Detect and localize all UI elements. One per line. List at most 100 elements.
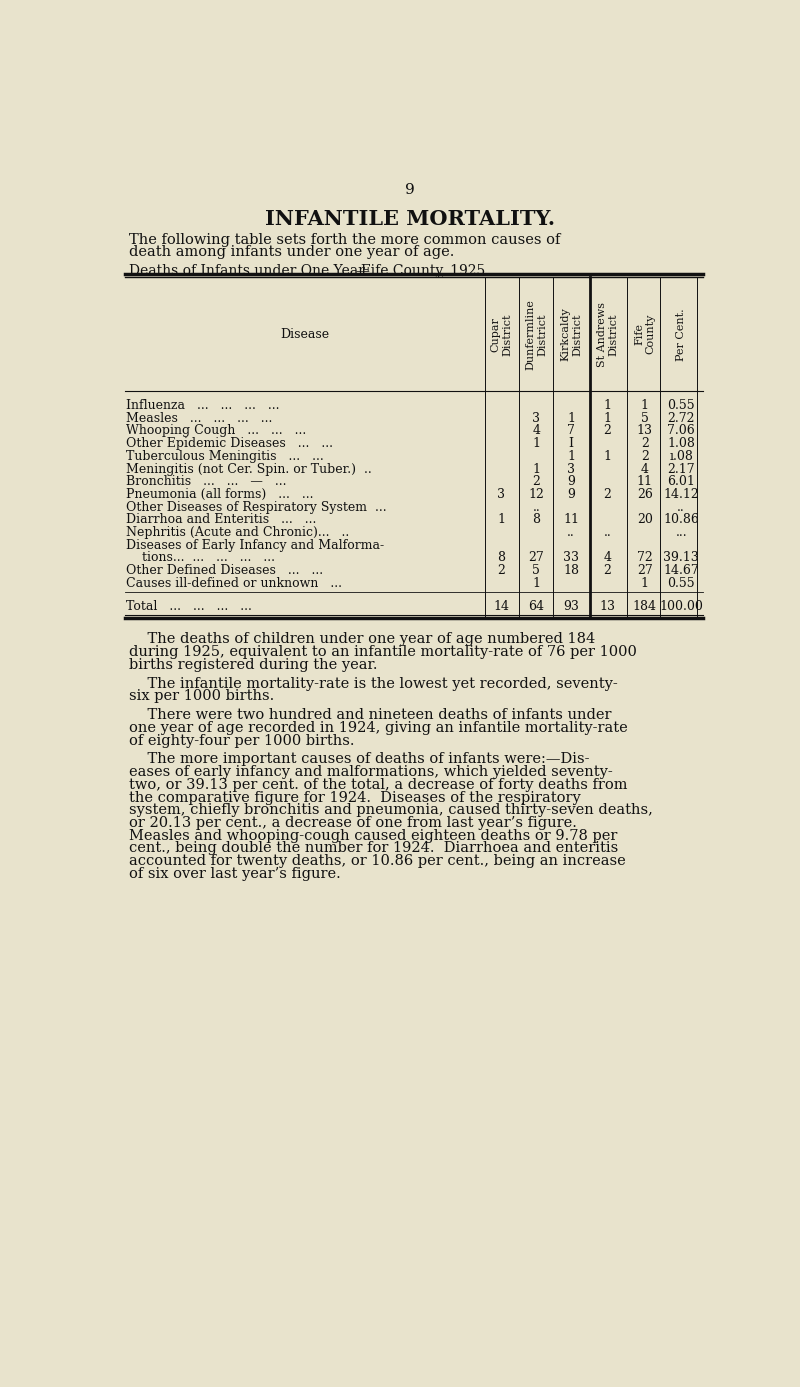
Text: 1: 1 (532, 577, 540, 589)
Text: 1: 1 (641, 399, 649, 412)
Text: 184: 184 (633, 599, 657, 613)
Text: the comparative figure for 1924.  Diseases of the respiratory: the comparative figure for 1924. Disease… (129, 791, 581, 804)
Text: —: — (355, 265, 369, 279)
Text: 13: 13 (600, 599, 616, 613)
Text: or 20.13 per cent., a decrease of one from last year’s figure.: or 20.13 per cent., a decrease of one fr… (129, 816, 577, 829)
Text: 0.55: 0.55 (667, 577, 695, 589)
Text: 3: 3 (498, 488, 506, 501)
Text: 2: 2 (498, 565, 506, 577)
Text: 11: 11 (637, 476, 653, 488)
Text: of eighty-four per 1000 births.: of eighty-four per 1000 births. (129, 734, 354, 748)
Text: 2: 2 (532, 476, 540, 488)
Text: Pneumonia (all forms)   ...   ...: Pneumonia (all forms) ... ... (126, 488, 314, 501)
Text: 27: 27 (529, 552, 544, 565)
Text: 2.72: 2.72 (667, 412, 695, 424)
Text: ..: .. (604, 526, 611, 540)
Text: six per 1000 births.: six per 1000 births. (129, 689, 274, 703)
Text: Whooping Cough   ...   ...   ...: Whooping Cough ... ... ... (126, 424, 306, 437)
Text: 14.12: 14.12 (663, 488, 699, 501)
Text: 7.06: 7.06 (667, 424, 695, 437)
Text: Tuberculous Meningitis   ...   ...: Tuberculous Meningitis ... ... (126, 449, 324, 463)
Text: 100.00: 100.00 (659, 599, 703, 613)
Text: Fife
County: Fife County (634, 313, 656, 355)
Text: 12: 12 (528, 488, 544, 501)
Text: I: I (569, 437, 574, 451)
Text: 1: 1 (567, 412, 575, 424)
Text: St Andrews
District: St Andrews District (597, 302, 618, 366)
Text: Other Diseases of Respiratory System  ...: Other Diseases of Respiratory System ... (126, 501, 387, 513)
Text: births registered during the year.: births registered during the year. (129, 657, 377, 671)
Text: The following table sets forth the more common causes of: The following table sets forth the more … (129, 233, 560, 247)
Text: 1: 1 (532, 462, 540, 476)
Text: 8: 8 (532, 513, 540, 526)
Text: 2.17: 2.17 (667, 462, 695, 476)
Text: two, or 39.13 per cent. of the total, a decrease of forty deaths from: two, or 39.13 per cent. of the total, a … (129, 778, 627, 792)
Text: 2: 2 (604, 565, 611, 577)
Text: ..: .. (533, 501, 540, 513)
Text: 4: 4 (641, 462, 649, 476)
Text: 64: 64 (528, 599, 544, 613)
Text: 1: 1 (532, 437, 540, 451)
Text: Cupar
District: Cupar District (490, 313, 512, 355)
Text: Measles   ...   ...   ...   ...: Measles ... ... ... ... (126, 412, 273, 424)
Text: Dunfermline
District: Dunfermline District (526, 298, 547, 370)
Text: Diseases of Early Infancy and Malforma-: Diseases of Early Infancy and Malforma- (126, 538, 385, 552)
Text: Meningitis (not Cer. Spin. or Tuber.)  ..: Meningitis (not Cer. Spin. or Tuber.) .. (126, 462, 372, 476)
Text: 4: 4 (532, 424, 540, 437)
Text: ı.08: ı.08 (670, 449, 693, 463)
Text: 2: 2 (641, 449, 649, 463)
Text: Nephritis (Acute and Chronic)...   ..: Nephritis (Acute and Chronic)... .. (126, 526, 350, 540)
Text: 8: 8 (498, 552, 506, 565)
Text: 5: 5 (641, 412, 649, 424)
Text: 2: 2 (641, 437, 649, 451)
Text: one year of age recorded in 1924, giving an infantile mortality-rate: one year of age recorded in 1924, giving… (129, 721, 627, 735)
Text: 0.55: 0.55 (667, 399, 695, 412)
Text: ...: ... (675, 526, 687, 540)
Text: Deaths of Infants under One Year: Deaths of Infants under One Year (129, 265, 365, 279)
Text: 1: 1 (641, 577, 649, 589)
Text: 1: 1 (498, 513, 506, 526)
Text: 13: 13 (637, 424, 653, 437)
Text: eases of early infancy and malformations, which yielded seventy-: eases of early infancy and malformations… (129, 766, 613, 779)
Text: The more important causes of deaths of infants were:—Dis-: The more important causes of deaths of i… (129, 752, 589, 767)
Text: The infantile mortality-rate is the lowest yet recorded, seventy-: The infantile mortality-rate is the lowe… (129, 677, 618, 691)
Text: Measles and whooping-cough caused eighteen deaths or 9.78 per: Measles and whooping-cough caused eighte… (129, 828, 617, 843)
Text: 18: 18 (563, 565, 579, 577)
Text: 3: 3 (532, 412, 540, 424)
Text: INFANTILE MORTALITY.: INFANTILE MORTALITY. (265, 209, 555, 229)
Text: Fife County, 1925.: Fife County, 1925. (361, 265, 490, 279)
Text: 26: 26 (637, 488, 653, 501)
Text: 14: 14 (494, 599, 510, 613)
Text: of six over last year’s figure.: of six over last year’s figure. (129, 867, 341, 881)
Text: Other Epidemic Diseases   ...   ...: Other Epidemic Diseases ... ... (126, 437, 334, 451)
Text: Total   ...   ...   ...   ...: Total ... ... ... ... (126, 599, 252, 613)
Text: 27: 27 (637, 565, 653, 577)
Text: 14.67: 14.67 (663, 565, 699, 577)
Text: 39.13: 39.13 (663, 552, 699, 565)
Text: 1: 1 (604, 412, 612, 424)
Text: 10.86: 10.86 (663, 513, 699, 526)
Text: ..: .. (567, 526, 575, 540)
Text: 6.01: 6.01 (667, 476, 695, 488)
Text: There were two hundred and nineteen deaths of infants under: There were two hundred and nineteen deat… (129, 709, 611, 723)
Text: cent., being double the number for 1924.  Diarrhoea and enteritis: cent., being double the number for 1924.… (129, 842, 618, 856)
Text: Other Defined Diseases   ...   ...: Other Defined Diseases ... ... (126, 565, 323, 577)
Text: 1.08: 1.08 (667, 437, 695, 451)
Text: 9: 9 (405, 183, 415, 197)
Text: death among infants under one year of age.: death among infants under one year of ag… (129, 245, 454, 259)
Text: 9: 9 (567, 476, 575, 488)
Text: 1: 1 (604, 449, 612, 463)
Text: 4: 4 (604, 552, 612, 565)
Text: Disease: Disease (281, 327, 330, 341)
Text: 3: 3 (567, 462, 575, 476)
Text: 7: 7 (567, 424, 575, 437)
Text: Kirkcaldy
District: Kirkcaldy District (561, 308, 582, 361)
Text: 9: 9 (567, 488, 575, 501)
Text: 2: 2 (604, 488, 611, 501)
Text: during 1925, equivalent to an infantile mortality-rate of 76 per 1000: during 1925, equivalent to an infantile … (129, 645, 637, 659)
Text: ..: .. (678, 501, 685, 513)
Text: Influenza   ...   ...   ...   ...: Influenza ... ... ... ... (126, 399, 280, 412)
Text: 1: 1 (567, 449, 575, 463)
Text: 5: 5 (532, 565, 540, 577)
Text: 20: 20 (637, 513, 653, 526)
